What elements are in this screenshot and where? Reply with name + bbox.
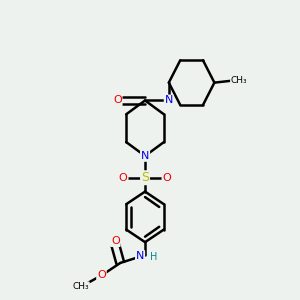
Text: CH₃: CH₃	[72, 282, 89, 291]
Text: N: N	[136, 251, 144, 261]
Text: S: S	[141, 171, 149, 184]
Text: O: O	[97, 270, 106, 280]
Text: H: H	[150, 251, 158, 262]
Text: N: N	[141, 151, 149, 161]
Text: O: O	[163, 173, 171, 183]
Text: O: O	[111, 236, 120, 246]
Text: CH₃: CH₃	[231, 76, 247, 85]
Text: O: O	[113, 95, 122, 106]
Text: O: O	[119, 173, 128, 183]
Text: N: N	[165, 95, 173, 106]
